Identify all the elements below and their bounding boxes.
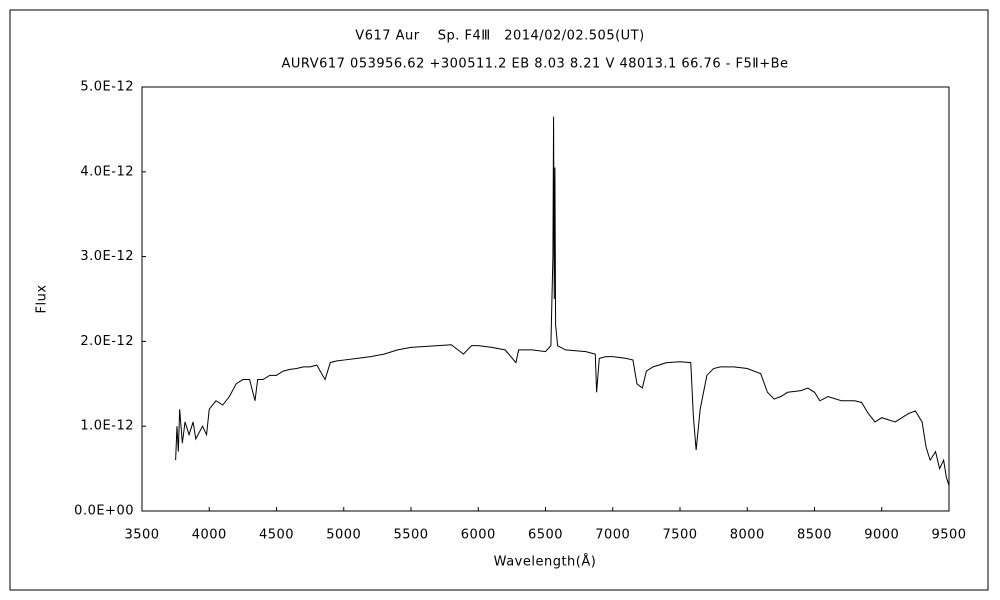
x-tick-label: 8000 bbox=[730, 528, 765, 543]
chart-title: V617 Aur Sp. F4Ⅲ 2014/02/02.505(UT) bbox=[355, 29, 644, 44]
chart-subtitle: AURV617 053956.62 +300511.2 EB 8.03 8.21… bbox=[281, 57, 788, 72]
plot-area bbox=[141, 86, 950, 512]
x-tick-label: 3500 bbox=[124, 528, 159, 543]
y-axis-label: Flux bbox=[35, 284, 50, 313]
y-tick-label: 0.0E+00 bbox=[74, 504, 134, 519]
x-tick-label: 7500 bbox=[662, 528, 697, 543]
frame bbox=[9, 9, 989, 591]
x-tick-label: 9500 bbox=[931, 528, 966, 543]
y-tick-label: 1.0E-12 bbox=[80, 419, 134, 434]
y-tick-label: 3.0E-12 bbox=[80, 249, 134, 264]
x-tick-label: 5500 bbox=[393, 528, 428, 543]
x-tick-label: 6000 bbox=[461, 528, 496, 543]
y-tick-label: 5.0E-12 bbox=[80, 80, 134, 95]
spectrum-line bbox=[175, 116, 950, 486]
x-tick-label: 8500 bbox=[797, 528, 832, 543]
x-axis-label: Wavelength(Å) bbox=[494, 554, 597, 570]
x-tick-label: 6500 bbox=[528, 528, 563, 543]
y-tick-label: 4.0E-12 bbox=[80, 164, 134, 179]
x-tick-label: 9000 bbox=[864, 528, 899, 543]
y-tick-label: 2.0E-12 bbox=[80, 334, 134, 349]
x-tick-label: 5000 bbox=[326, 528, 361, 543]
x-tick-label: 4000 bbox=[192, 528, 227, 543]
x-tick-label: 7000 bbox=[595, 528, 630, 543]
x-tick-label: 4500 bbox=[259, 528, 294, 543]
